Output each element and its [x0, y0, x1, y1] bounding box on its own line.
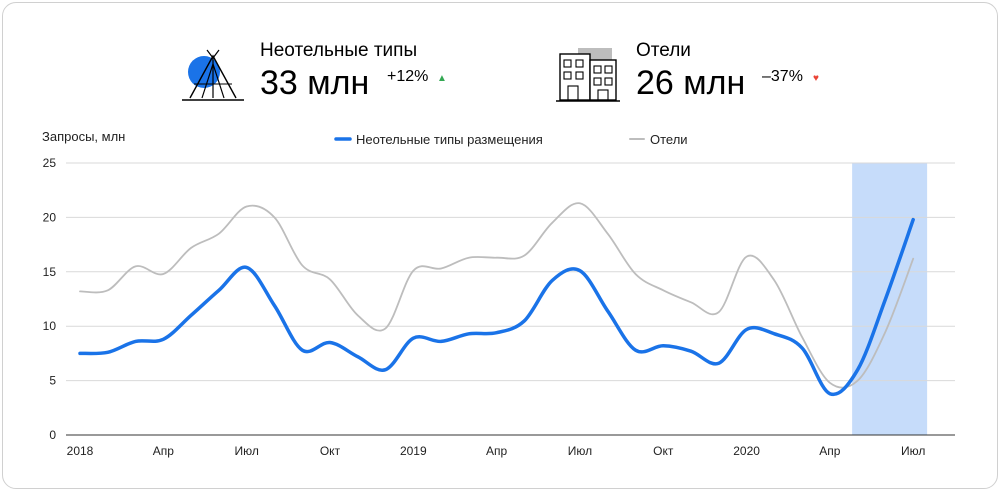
tent-icon	[182, 49, 244, 101]
x-tick-label: Апр	[486, 444, 508, 458]
highlight-band	[852, 163, 928, 435]
y-tick-label: 25	[43, 156, 57, 170]
y-tick-label: 0	[49, 428, 56, 442]
kpi-hotels-label: Отели	[636, 40, 691, 61]
legend-label-hotels: Отели	[650, 132, 688, 147]
arrow-up-icon: ▲	[437, 73, 447, 84]
x-tick-label: Апр	[153, 444, 175, 458]
y-tick-label: 5	[49, 374, 56, 388]
legend: Неотельные типы размещения Отели	[334, 132, 688, 147]
x-tick-label: Июл	[234, 444, 258, 458]
x-tick-label: Июл	[568, 444, 592, 458]
y-tick-label: 10	[43, 319, 57, 333]
x-tick-label: Июл	[901, 444, 925, 458]
y-tick-label: 15	[43, 265, 57, 279]
x-tick-label: Окт	[320, 444, 341, 458]
x-tick-label: Окт	[653, 444, 674, 458]
series-line-hotels	[79, 202, 915, 389]
kpi-nonhotel-label: Неотельные типы	[260, 40, 418, 61]
kpi-hotels-change: –37%	[762, 68, 803, 85]
legend-label-nonhotel: Неотельные типы размещения	[356, 132, 543, 147]
heart-down-icon: ♥	[813, 73, 819, 84]
y-axis-title: Запросы, млн	[42, 129, 125, 144]
kpi-nonhotel-value: 33 млн	[260, 64, 370, 102]
series-line-nonhotel	[78, 217, 915, 397]
x-tick-label: Апр	[819, 444, 841, 458]
building-icon	[556, 48, 620, 102]
x-tick-label: 2019	[400, 444, 427, 458]
x-tick-label: 2020	[733, 444, 760, 458]
y-tick-label: 20	[43, 210, 57, 224]
kpi-hotels-value: 26 млн	[636, 64, 746, 102]
kpi-nonhotel-change: +12%	[387, 68, 429, 85]
x-tick-label: 2018	[67, 444, 94, 458]
